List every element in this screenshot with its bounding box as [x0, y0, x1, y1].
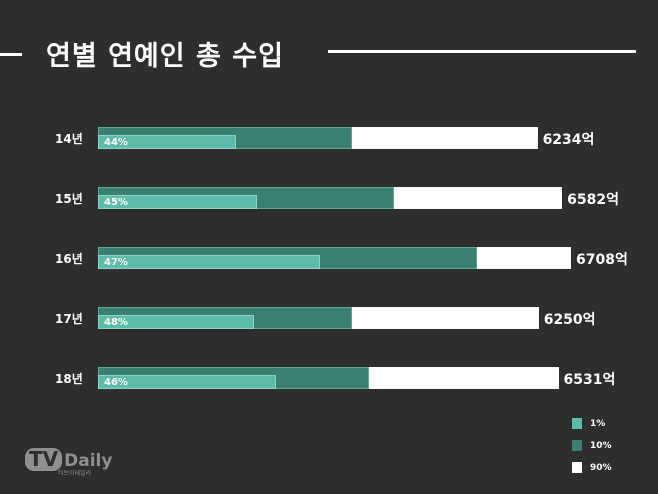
legend-label: 1%	[590, 418, 606, 429]
total-label: 6250억	[543, 312, 596, 328]
year-label: 16년	[55, 252, 83, 266]
legend-item: 1%	[572, 418, 605, 429]
year-label: 17년	[55, 312, 83, 326]
legend-swatch	[572, 440, 582, 451]
total-label: 6582억	[567, 192, 619, 208]
percent-label: 47%	[104, 257, 128, 268]
logo-tv: TV	[25, 448, 63, 471]
percent-label: 45%	[104, 197, 128, 208]
total-label: 6234억	[542, 132, 595, 148]
bar-1pct	[98, 255, 321, 269]
year-label: 15년	[55, 192, 83, 206]
title-rule-left	[0, 53, 22, 56]
logo-subtitle: 티브이데일리	[58, 470, 92, 477]
year-label: 18년	[55, 372, 83, 386]
bar-1pct	[98, 315, 254, 329]
chart-title: 연별 연예인 총 수입	[46, 41, 284, 72]
legend-item: 90%	[572, 462, 612, 473]
legend-swatch	[572, 462, 582, 473]
bar-1pct	[98, 195, 257, 209]
title-rule-right	[328, 50, 636, 53]
legend-swatch	[572, 418, 582, 429]
total-label: 6531억	[563, 372, 616, 388]
percent-label: 48%	[104, 317, 128, 328]
bar-1pct	[98, 135, 236, 149]
tvdaily-logo: TV Daily 티브이데일리	[25, 448, 113, 477]
total-label: 6708억	[576, 252, 628, 268]
percent-label: 46%	[104, 377, 128, 388]
legend-label: 90%	[590, 462, 612, 473]
legend-label: 10%	[590, 440, 612, 451]
logo-daily: Daily	[64, 451, 113, 471]
percent-label: 44%	[104, 137, 128, 148]
bar-1pct	[98, 375, 276, 389]
legend-item: 10%	[572, 440, 612, 451]
year-label: 14년	[55, 132, 83, 146]
